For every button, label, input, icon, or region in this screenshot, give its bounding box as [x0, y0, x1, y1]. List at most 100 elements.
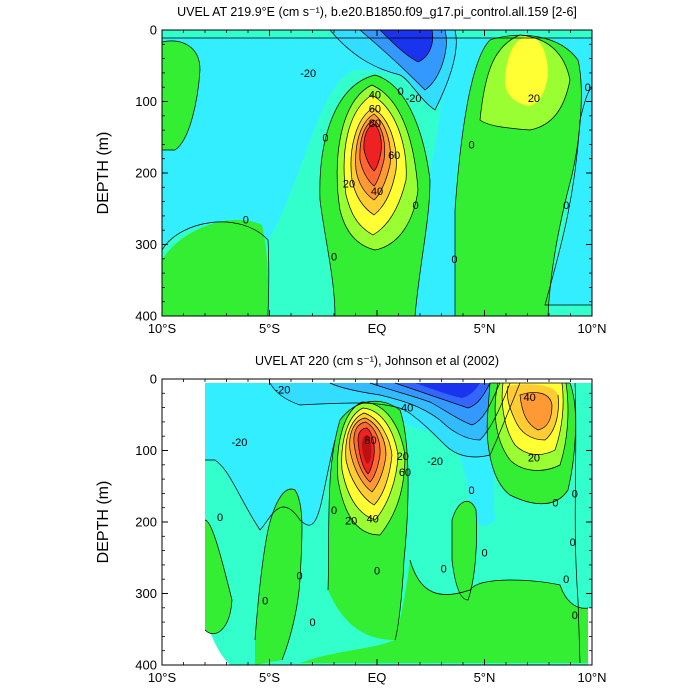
contour-line [349, 417, 387, 493]
contour-line [350, 107, 397, 216]
euc-core [363, 124, 382, 171]
observed-y-axis-title: DEPTH (m) [95, 481, 112, 564]
x-tick-label: 10°N [577, 670, 606, 685]
contour-label: 40 [369, 89, 381, 101]
contour-label: 20 [345, 516, 357, 528]
contour-label: 0 [374, 566, 380, 578]
contour-label: 0 [563, 574, 569, 586]
contour-label: 0 [217, 512, 223, 524]
contour-label: -20 [300, 68, 316, 80]
contour-line [454, 34, 582, 316]
y-tick-label: 100 [135, 94, 157, 109]
contour-label: -20 [406, 93, 422, 105]
x-tick-label: 5°S [259, 321, 280, 336]
contour-label: -20 [231, 437, 247, 449]
contour-line [359, 30, 447, 91]
southern-eastward-streak [255, 489, 303, 665]
contour-label: 80 [369, 118, 381, 130]
north-eastward-lens [452, 501, 477, 600]
contour-label: 80 [364, 435, 376, 447]
contour-label: 40 [524, 392, 536, 404]
contour-line [353, 421, 381, 483]
contour-line [336, 84, 419, 251]
model-y-axis-title: DEPTH (m) [95, 132, 112, 215]
contour-label: -20 [427, 456, 443, 468]
contour-label: 0 [262, 596, 268, 608]
contour-label: 40 [367, 513, 379, 525]
contour-label: 60 [399, 467, 411, 479]
contour-line [357, 427, 375, 475]
contour-line [506, 385, 559, 441]
contour-line [369, 382, 501, 426]
contour-label: 0 [441, 563, 447, 575]
y-tick-label: 400 [135, 658, 157, 673]
x-tick-label: 5°S [259, 670, 280, 685]
model-contour-fill [162, 30, 592, 316]
x-tick-label: 10°S [148, 670, 177, 685]
contour-label: 0 [469, 485, 475, 497]
y-tick-label: 0 [150, 372, 157, 387]
observed-uvel-panel: UVEL AT 220 (cm s⁻¹), Johnson et al (200… [95, 354, 607, 685]
model-uvel-panel: UVEL AT 219.9°E (cm s⁻¹), b.e20.B1850.f0… [95, 5, 607, 336]
contour-label: 0 [552, 498, 558, 510]
contour-label: 0 [451, 254, 457, 266]
contour-label: 20 [528, 453, 540, 465]
contour-line [327, 401, 409, 641]
contour-line [494, 382, 569, 471]
contour-line [269, 382, 521, 458]
deep-southern-eastward-patch [162, 219, 269, 316]
contour-label: 20 [528, 93, 540, 105]
observed-contour-labels: -20 -20 40 80 60 20 -20 40 20 0 0 20 40 0 0 0 0 0 0 0 0 0 0 0 0 [217, 385, 578, 629]
contour-label: 0 [570, 537, 576, 549]
contour-label: 0 [398, 86, 404, 98]
contour-label: 0 [322, 132, 328, 144]
y-tick-label: 200 [135, 515, 157, 530]
contour-line [451, 500, 477, 601]
contour-line [409, 559, 589, 609]
contour-label: 0 [563, 200, 569, 212]
contour-line [329, 30, 457, 111]
contour-label: 40 [371, 186, 383, 198]
observed-panel-title: UVEL AT 220 (cm s⁻¹), Johnson et al (200… [255, 354, 499, 368]
contour-label: 0 [413, 200, 419, 212]
southern-eastward-streak [205, 520, 232, 634]
x-tick-label: 10°S [148, 321, 177, 336]
contour-line [329, 382, 511, 441]
contour-label: 60 [388, 150, 400, 162]
contour-line [544, 87, 592, 306]
weak-westward-band [162, 38, 592, 316]
model-panel-title: UVEL AT 219.9°E (cm s⁻¹), b.e20.B1850.f0… [177, 5, 577, 19]
necc-core [505, 36, 548, 106]
contour-label: 0 [309, 617, 315, 629]
contour-label: 0 [297, 571, 303, 583]
contour-label: -20 [274, 385, 290, 397]
contour-line [501, 382, 564, 455]
x-tick-label: EQ [368, 670, 387, 685]
y-tick-label: 300 [135, 237, 157, 252]
contour-label: 0 [572, 488, 578, 500]
x-tick-label: 5°N [474, 670, 496, 685]
contour-line [345, 412, 393, 506]
contour-line [319, 74, 431, 316]
y-tick-label: 0 [150, 23, 157, 38]
contour-line [205, 439, 336, 531]
contour-line [574, 382, 581, 664]
contour-line [162, 40, 201, 151]
y-tick-label: 200 [135, 166, 157, 181]
contour-label: 0 [243, 214, 249, 226]
contour-line [363, 123, 382, 172]
contour-line [359, 119, 386, 187]
contour-label: 0 [331, 252, 337, 264]
contour-line [519, 392, 553, 431]
westward-current-core [415, 383, 480, 398]
y-tick-label: 100 [135, 443, 157, 458]
contour-line [341, 407, 399, 521]
deep-eastward-band [300, 560, 588, 663]
observed-contour-fill [162, 379, 592, 665]
contour-line [479, 34, 571, 131]
x-tick-label: 5°N [474, 321, 496, 336]
contour-label: 0 [585, 82, 591, 94]
contour-line [204, 519, 233, 635]
